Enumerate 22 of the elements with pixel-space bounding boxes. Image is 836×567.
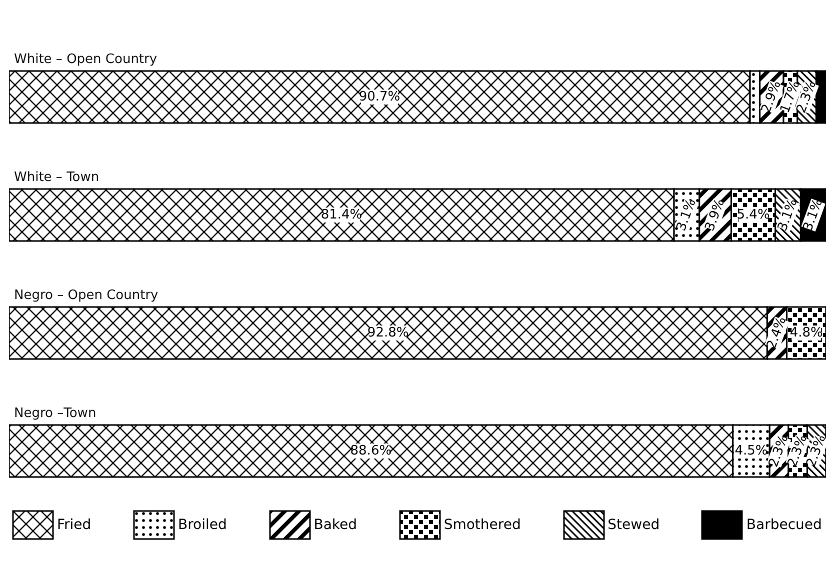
data-label: 4.8% [790,326,823,341]
legend-label: Stewed [608,517,660,533]
data-label: 3.1% [775,196,801,234]
legend-label: Barbecued [746,517,822,533]
data-label: 90.7% [358,90,400,105]
data-label: 92.8% [367,326,409,341]
data-label: 3.1% [674,196,700,234]
y-tick-label: Negro – Open Country [14,288,159,303]
y-tick-label: White – Open Country [14,52,158,67]
y-tick-label: White – Town [14,170,100,185]
legend-label: Baked [314,517,358,533]
data-label: 81.4% [320,208,362,223]
data-label: 5.4% [736,208,770,223]
legend-label: Fried [57,517,92,533]
data-label: 3.9% [702,196,728,234]
data-label: 3.1% [800,196,826,234]
y-tick-label: Negro –Town [14,406,96,421]
legend-label: Broiled [178,517,227,533]
legend-label: Smothered [444,517,521,533]
data-label: 4.5% [734,444,768,459]
data-label: 88.6% [350,444,392,459]
data-label: 2.4% [764,314,790,352]
